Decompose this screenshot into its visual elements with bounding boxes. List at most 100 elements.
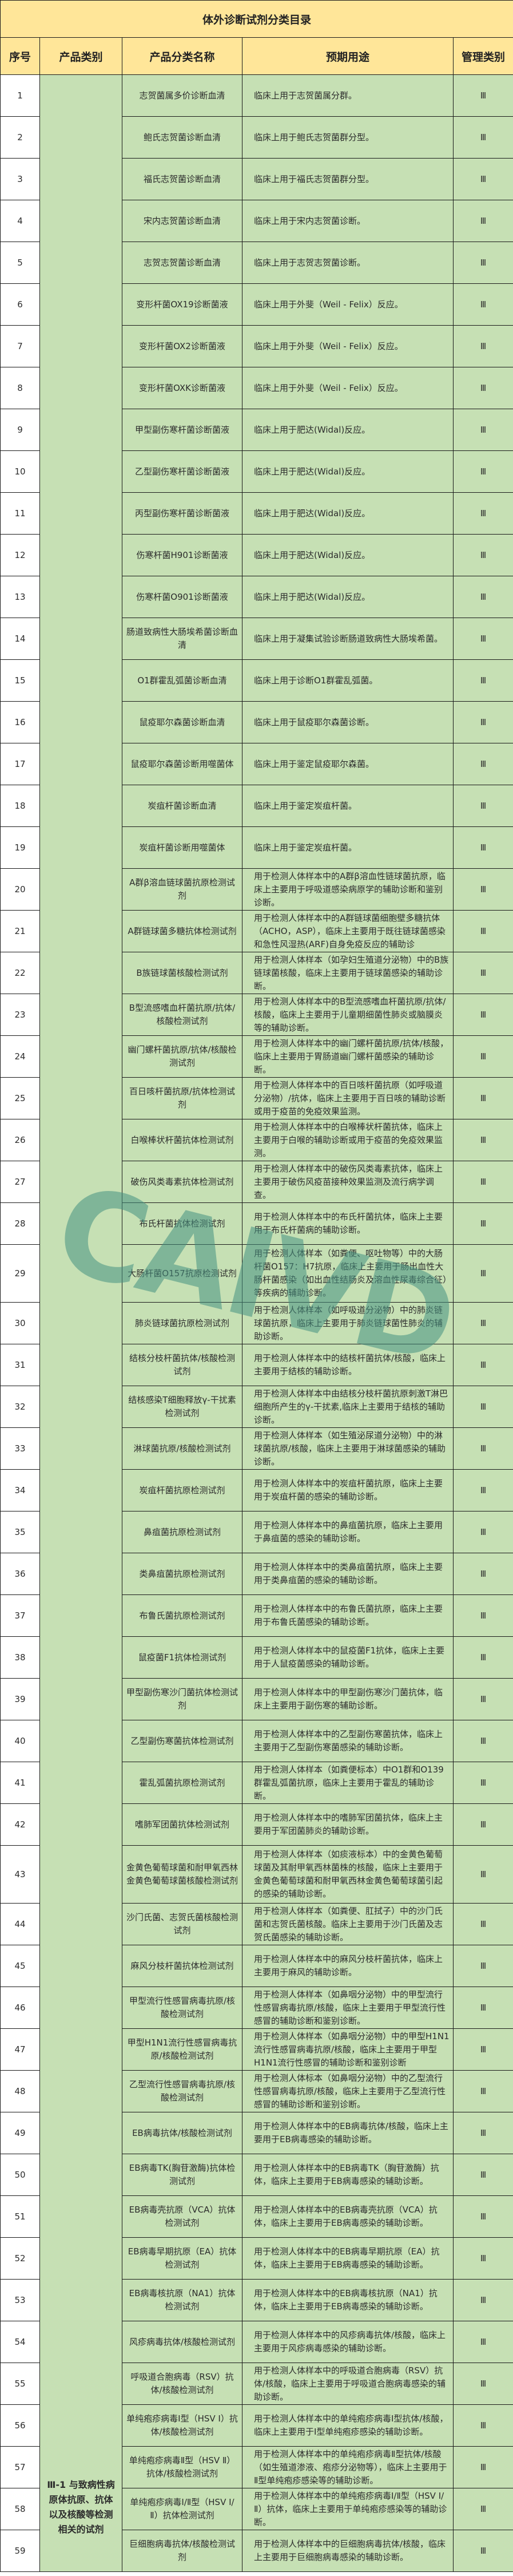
row-seq: 12 — [0, 534, 40, 576]
table-row: 1 Ⅲ-1 与致病性病原体抗原、抗体以及核酸等检测相关的试剂 志贺菌属多价诊断血清临… — [0, 74, 513, 2572]
product-name: 单纯疱疹病毒I型（HSV I）抗体/核酸检测试剂 — [122, 2404, 242, 2447]
intended-use: 临床上用于鉴定炭疽杆菌。 — [242, 826, 454, 869]
table-row: 48 乙型流行性感冒病毒抗原/核酸检测试剂 用于检测人体标本（如鼻咽分泌物）中的乙型… — [0, 2070, 513, 2112]
management-class: Ⅲ — [452, 325, 513, 367]
table-row: 26 白喉棒状杆菌抗体检测试剂 用于检测人体样本中的白喉棒状杆菌抗体，临床上主要用于… — [0, 1119, 513, 1161]
product-name: 宋内志贺菌诊断血清 — [122, 200, 242, 242]
intended-use: 临床上用于诊断O1群霍乱弧菌。 — [242, 659, 454, 702]
management-class: Ⅲ — [452, 2321, 513, 2363]
product-name: 沙门氏菌、志贺氏菌核酸检测试剂 — [122, 1903, 242, 1945]
management-class: Ⅲ — [452, 1386, 513, 1428]
management-class: Ⅲ — [452, 1035, 513, 1078]
management-class: Ⅲ — [452, 74, 513, 117]
management-class: Ⅲ — [452, 367, 513, 409]
product-category-cell: Ⅲ-1 与致病性病原体抗原、抗体以及核酸等检测相关的试剂 — [39, 74, 122, 2572]
table-row: 25 百日咳杆菌抗原/抗体检测试剂 用于检测人体样本中的百日咳杆菌抗原（如呼吸道分泌… — [0, 1077, 513, 1119]
product-name: EB病毒抗体/核酸检测试剂 — [122, 2112, 242, 2154]
row-seq: 11 — [0, 492, 40, 535]
table-row: 56 单纯疱疹病毒I型（HSV I）抗体/核酸检测试剂 用于检测人体样本中的单纯疱疹… — [0, 2404, 513, 2447]
intended-use: 临床上用于肥达(Widal)反应。 — [242, 450, 454, 493]
product-name: EB病毒早期抗原（EA）抗体检测试剂 — [122, 2237, 242, 2280]
table-row: 4 宋内志贺菌诊断血清 临床上用于宋内志贺菌诊断。 Ⅲ — [0, 200, 513, 242]
product-name: 白喉棒状杆菌抗体检测试剂 — [122, 1119, 242, 1161]
table-row: 43 金黄色葡萄球菌和耐甲氧西林金黄色葡萄球菌核酸检测试剂 用于检测人体样本（如痰液… — [0, 1845, 513, 1904]
product-name: 炭疽杆菌诊断用噬菌体 — [122, 826, 242, 869]
management-class: Ⅲ — [452, 1202, 513, 1245]
intended-use: 临床上用于外斐（Weil - Felix）反应。 — [242, 283, 454, 326]
row-seq: 8 — [0, 367, 40, 409]
row-seq: 1 — [0, 74, 40, 117]
intended-use: 临床上用于鼠疫耶尔森菌诊断。 — [242, 701, 454, 743]
management-class: Ⅲ — [452, 492, 513, 535]
intended-use: 用于检测人体样本中的炭疽杆菌抗原，临床上主要用于炭疽杆菌的感染的辅助诊断。 — [242, 1469, 454, 1511]
management-class: Ⅲ — [452, 2279, 513, 2321]
row-seq: 56 — [0, 2404, 40, 2447]
row-seq: 35 — [0, 1511, 40, 1553]
row-seq: 52 — [0, 2237, 40, 2280]
row-seq: 26 — [0, 1119, 40, 1161]
row-seq: 22 — [0, 952, 40, 994]
product-name: B型流感嗜血杆菌抗原/抗体/核酸检测试剂 — [122, 994, 242, 1036]
intended-use: 用于检测人体样本中的呼吸道合胞病毒（RSV）抗体/核酸，临床上主要用于呼吸道合胞… — [242, 2363, 454, 2405]
table-row: 34 炭疽杆菌抗原检测试剂 用于检测人体样本中的炭疽杆菌抗原，临床上主要用于炭疽杆菌… — [0, 1469, 513, 1511]
management-class: Ⅲ — [452, 1636, 513, 1679]
product-name: 单纯疱疹病毒I/Ⅱ型（HSV I/Ⅱ）抗体检测试剂 — [122, 2488, 242, 2530]
intended-use: 用于检测人体样本（如粪便标本）中O1群和O139群霍乱弧菌抗原，临床上主要用于霍… — [242, 1762, 454, 1804]
intended-use: 用于检测人体样本中的单纯疱疹病毒Ⅰ型抗体/核酸，临床上主要用于I型单纯疱疹感染的… — [242, 2404, 454, 2447]
table-row: 14 肠道致病性大肠埃希菌诊断血清 临床上用于凝集试验诊断肠道致病性大肠埃希菌。 Ⅲ — [0, 618, 513, 660]
table-row: 33 淋球菌抗原/核酸检测试剂 用于检测人体样本（如生殖泌尿道分泌物）中的淋球菌抗原… — [0, 1427, 513, 1470]
row-seq: 37 — [0, 1594, 40, 1637]
table-row: 58 单纯疱疹病毒I/Ⅱ型（HSV I/Ⅱ）抗体检测试剂 用于检测人体样本中的单纯疱… — [0, 2488, 513, 2530]
intended-use: 临床上用于志贺菌属分群。 — [242, 74, 454, 117]
management-class: Ⅲ — [452, 910, 513, 952]
management-class: Ⅲ — [452, 994, 513, 1036]
management-class: Ⅲ — [452, 1161, 513, 1203]
row-seq: 48 — [0, 2070, 40, 2112]
product-name: 嗜肺军团菌抗体检测试剂 — [122, 1803, 242, 1846]
product-name: 肺炎链球菌抗原检测试剂 — [122, 1302, 242, 1344]
intended-use: 用于检测人体样本中的单纯疱疹病毒I/Ⅱ型（HSV I/Ⅱ）抗体，临床上主要用于单… — [242, 2488, 454, 2530]
management-class: Ⅲ — [452, 116, 513, 159]
table-row: 41 霍乱弧菌抗原检测试剂 用于检测人体样本（如粪便标本）中O1群和O139群霍乱弧… — [0, 1762, 513, 1804]
intended-use: 临床上用于志贺志贺菌诊断。 — [242, 242, 454, 284]
intended-use: 用于检测人体样本（如生殖泌尿道分泌物）中的淋球菌抗原/核酸，临床上主要用于淋球菌… — [242, 1427, 454, 1470]
management-class: Ⅲ — [452, 2404, 513, 2447]
table-row: 24 幽门螺杆菌抗原/抗体/核酸检测试剂 用于检测人体样本中的幽门螺杆菌抗原/抗体/… — [0, 1035, 513, 1078]
product-name: EB病毒TK(胸苷激酶)抗体检测试剂 — [122, 2154, 242, 2196]
row-seq: 31 — [0, 1344, 40, 1386]
product-name: 麻风分枝杆菌抗体检测试剂 — [122, 1945, 242, 1987]
row-seq: 17 — [0, 743, 40, 785]
row-seq: 59 — [0, 2530, 40, 2572]
intended-use: 用于检测人体样本中的破伤风类毒素抗体，临床上主要用于破伤风疫苗接种效果监测及流行… — [242, 1161, 454, 1203]
intended-use: 用于检测人体样本中的巨细胞病毒抗体/核酸，临床上主要用于巨细胞病毒感染的辅助诊断… — [242, 2530, 454, 2572]
product-name: 变形杆菌OXK诊断菌液 — [122, 367, 242, 409]
intended-use: 临床上用于福氏志贺菌群分型。 — [242, 158, 454, 200]
table-row: 55 呼吸道合胞病毒（RSV）抗体/核酸检测试剂 用于检测人体样本中的呼吸道合胞病毒… — [0, 2363, 513, 2405]
management-class: Ⅲ — [452, 1344, 513, 1386]
column-header-use: 预期用途 — [242, 37, 454, 75]
management-class: Ⅲ — [452, 158, 513, 200]
row-seq: 3 — [0, 158, 40, 200]
table-row: 20 A群β溶血链球菌抗原检测试剂 用于检测人体样本中的A群β溶血性链球菌抗原，临床… — [0, 868, 513, 911]
product-name: 鼠疫菌F1抗体检测试剂 — [122, 1636, 242, 1679]
management-class: Ⅲ — [452, 2363, 513, 2405]
row-seq: 16 — [0, 701, 40, 743]
management-class: Ⅲ — [452, 1594, 513, 1637]
product-name: 乙型副伤寒菌抗体检测试剂 — [122, 1720, 242, 1762]
product-name: 福氏志贺菌诊断血清 — [122, 158, 242, 200]
table-row: 40 乙型副伤寒菌抗体检测试剂 用于检测人体样本中的乙型副伤寒菌抗体，临床上主要用于… — [0, 1720, 513, 1762]
management-class: Ⅲ — [452, 1945, 513, 1987]
table-row: 23 B型流感嗜血杆菌抗原/抗体/核酸检测试剂 用于检测人体样本中的B型流感嗜血杆菌… — [0, 994, 513, 1036]
row-seq: 4 — [0, 200, 40, 242]
product-name: 百日咳杆菌抗原/抗体检测试剂 — [122, 1077, 242, 1119]
product-name: 伤寒杆菌O901诊断菌液 — [122, 576, 242, 618]
row-seq: 18 — [0, 785, 40, 827]
intended-use: 用于检测人体样本（如呼吸道分泌物）中的肺炎链球菌抗原，临床上主要用于肺炎链球菌性… — [242, 1302, 454, 1344]
row-seq: 43 — [0, 1845, 40, 1904]
management-class: Ⅲ — [452, 2112, 513, 2154]
table-row: 51 EB病毒壳抗原（VCA）抗体检测试剂 用于检测人体样本中的EB病毒壳抗原（VC… — [0, 2195, 513, 2238]
row-seq: 24 — [0, 1035, 40, 1078]
row-seq: 10 — [0, 450, 40, 493]
product-name: 金黄色葡萄球菌和耐甲氧西林金黄色葡萄球菌核酸检测试剂 — [122, 1845, 242, 1904]
management-class: Ⅲ — [452, 283, 513, 326]
